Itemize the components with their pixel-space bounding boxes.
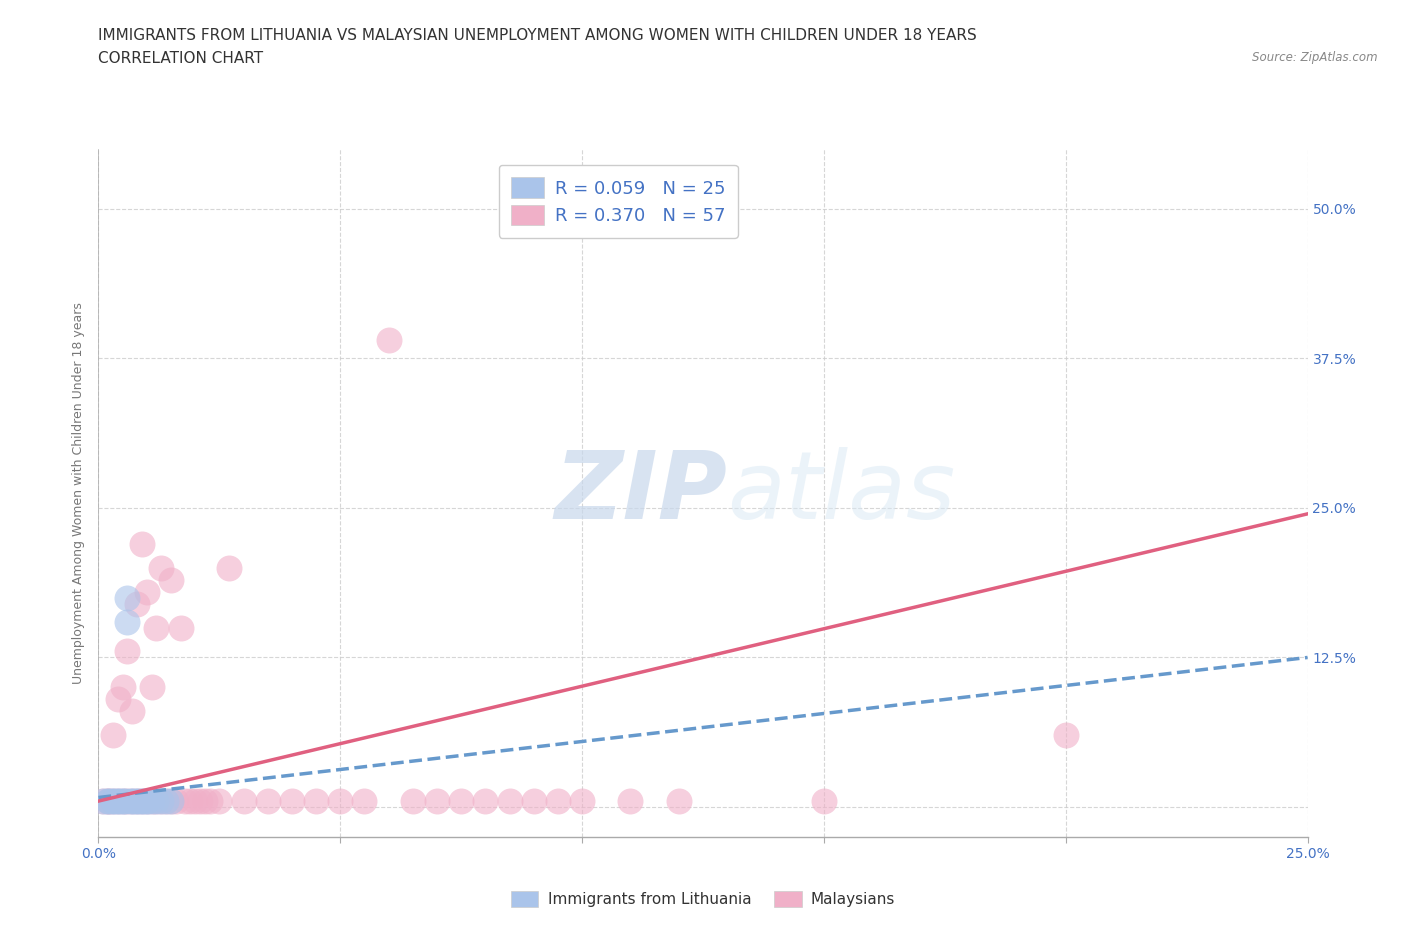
Text: IMMIGRANTS FROM LITHUANIA VS MALAYSIAN UNEMPLOYMENT AMONG WOMEN WITH CHILDREN UN: IMMIGRANTS FROM LITHUANIA VS MALAYSIAN U… — [98, 28, 977, 43]
Point — [145, 620, 167, 635]
Point — [523, 793, 546, 808]
Text: atlas: atlas — [727, 447, 956, 538]
Point — [169, 620, 191, 635]
Point — [111, 793, 134, 808]
Point — [131, 537, 153, 551]
Point — [111, 680, 134, 695]
Point — [1054, 728, 1077, 743]
Point — [179, 793, 201, 808]
Point — [150, 793, 173, 808]
Point — [127, 793, 149, 808]
Point — [101, 793, 124, 808]
Point — [198, 793, 221, 808]
Point — [101, 728, 124, 743]
Point — [131, 793, 153, 808]
Point — [135, 584, 157, 599]
Point — [107, 793, 129, 808]
Point — [127, 596, 149, 611]
Point — [121, 793, 143, 808]
Point — [107, 692, 129, 707]
Text: Source: ZipAtlas.com: Source: ZipAtlas.com — [1253, 51, 1378, 64]
Point — [155, 793, 177, 808]
Point — [135, 793, 157, 808]
Point — [135, 793, 157, 808]
Point — [97, 793, 120, 808]
Point — [813, 793, 835, 808]
Point — [450, 793, 472, 808]
Point — [101, 793, 124, 808]
Point — [474, 793, 496, 808]
Text: ZIP: ZIP — [554, 447, 727, 538]
Point — [571, 793, 593, 808]
Point — [232, 793, 254, 808]
Point — [91, 793, 114, 808]
Point — [145, 793, 167, 808]
Point — [97, 793, 120, 808]
Point — [184, 793, 207, 808]
Point — [150, 793, 173, 808]
Point — [91, 793, 114, 808]
Point — [160, 793, 183, 808]
Point — [194, 793, 217, 808]
Point — [121, 704, 143, 719]
Point — [117, 644, 139, 659]
Point — [121, 793, 143, 808]
Point — [155, 793, 177, 808]
Point — [117, 614, 139, 629]
Point — [131, 793, 153, 808]
Point — [150, 560, 173, 575]
Point — [107, 793, 129, 808]
Point — [256, 793, 278, 808]
Point — [135, 793, 157, 808]
Point — [619, 793, 641, 808]
Point — [188, 793, 211, 808]
Legend: Immigrants from Lithuania, Malaysians: Immigrants from Lithuania, Malaysians — [505, 884, 901, 913]
Point — [127, 793, 149, 808]
Point — [111, 793, 134, 808]
Point — [281, 793, 304, 808]
Point — [127, 793, 149, 808]
Point — [353, 793, 375, 808]
Point — [141, 680, 163, 695]
Point — [160, 572, 183, 587]
Point — [117, 591, 139, 605]
Point — [107, 793, 129, 808]
Point — [426, 793, 449, 808]
Point — [111, 793, 134, 808]
Y-axis label: Unemployment Among Women with Children Under 18 years: Unemployment Among Women with Children U… — [72, 302, 86, 684]
Point — [498, 793, 520, 808]
Point — [402, 793, 425, 808]
Point — [160, 793, 183, 808]
Point — [97, 793, 120, 808]
Point — [165, 793, 187, 808]
Point — [329, 793, 352, 808]
Point — [174, 793, 197, 808]
Point — [141, 793, 163, 808]
Point — [377, 333, 399, 348]
Text: CORRELATION CHART: CORRELATION CHART — [98, 51, 263, 66]
Point — [97, 793, 120, 808]
Point — [141, 793, 163, 808]
Point — [117, 793, 139, 808]
Legend: R = 0.059   N = 25, R = 0.370   N = 57: R = 0.059 N = 25, R = 0.370 N = 57 — [499, 165, 738, 238]
Point — [218, 560, 240, 575]
Point — [117, 793, 139, 808]
Point — [547, 793, 569, 808]
Point — [145, 793, 167, 808]
Point — [131, 793, 153, 808]
Point — [101, 793, 124, 808]
Point — [305, 793, 328, 808]
Point — [208, 793, 231, 808]
Point — [121, 793, 143, 808]
Point — [668, 793, 690, 808]
